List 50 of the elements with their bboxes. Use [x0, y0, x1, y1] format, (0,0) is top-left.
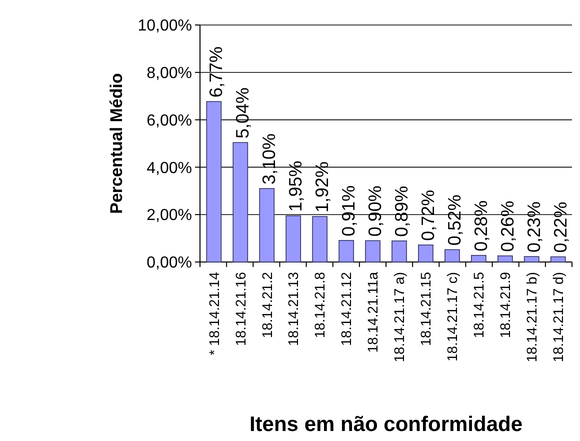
x-tick-label: 18.14.21.13	[285, 272, 302, 346]
bar	[312, 216, 328, 262]
x-tick-label: * 18.14.21.14	[206, 272, 222, 356]
data-label: 1,92%	[312, 161, 332, 212]
data-label: 0,26%	[497, 200, 518, 252]
y-tick-label: 8,00%	[146, 65, 192, 82]
x-tick-label: 18.14.21.8	[312, 272, 328, 338]
y-axis-title: Percentual Médio	[107, 73, 126, 214]
bar	[444, 249, 460, 262]
y-tick-label: 10,00%	[138, 18, 192, 35]
bar	[286, 215, 302, 262]
data-label: 1,95%	[286, 160, 306, 212]
bar	[392, 240, 407, 262]
x-tick-label: 18.14.21.17 a)	[391, 272, 408, 362]
y-tick-label: 6,00%	[146, 112, 192, 130]
bar	[470, 254, 486, 262]
data-label: 0,22%	[550, 202, 570, 253]
x-tick-label: 18.14.21.12	[338, 272, 354, 346]
data-label: 3,10%	[259, 133, 280, 185]
bar	[232, 142, 248, 262]
bar	[259, 188, 275, 262]
data-label: 0,28%	[470, 200, 491, 252]
y-tick-label: 0,00%	[146, 254, 192, 272]
bar	[524, 256, 540, 262]
data-label: 5,04%	[232, 88, 253, 139]
bar	[206, 101, 222, 262]
x-tick-label: 18.14.21.2	[258, 272, 275, 338]
x-tick-label: 18.14.21.17 b)	[524, 272, 540, 362]
data-label: 0,72%	[418, 190, 438, 241]
data-label: 0,91%	[338, 185, 359, 236]
x-tick-label: 18.14.21.9	[497, 272, 514, 338]
y-tick-label: 2,00%	[146, 207, 192, 224]
bar	[497, 255, 513, 262]
bar	[418, 244, 434, 262]
x-tick-label: 18.14.21.17 c)	[444, 272, 460, 362]
y-tick-label: 4,00%	[146, 160, 192, 177]
x-tick-label: 18.14.21.16	[232, 272, 248, 346]
data-label: 6,77%	[206, 46, 226, 98]
x-tick-label: 18.14.21.11a	[364, 272, 381, 353]
data-label: 0,52%	[444, 194, 464, 246]
data-label: 0,23%	[524, 202, 544, 253]
bar	[365, 240, 380, 262]
data-label: 0,90%	[365, 186, 386, 237]
data-label: 0,89%	[392, 186, 412, 237]
x-tick-label: 18.14.21.5	[470, 272, 487, 338]
x-tick-label: 18.14.21.15	[418, 272, 434, 346]
x-axis-title: Itens em não conformidade	[249, 413, 523, 436]
bar	[550, 256, 566, 262]
bar	[338, 240, 354, 262]
x-tick-label: 18.14.21.17 d)	[550, 272, 566, 362]
